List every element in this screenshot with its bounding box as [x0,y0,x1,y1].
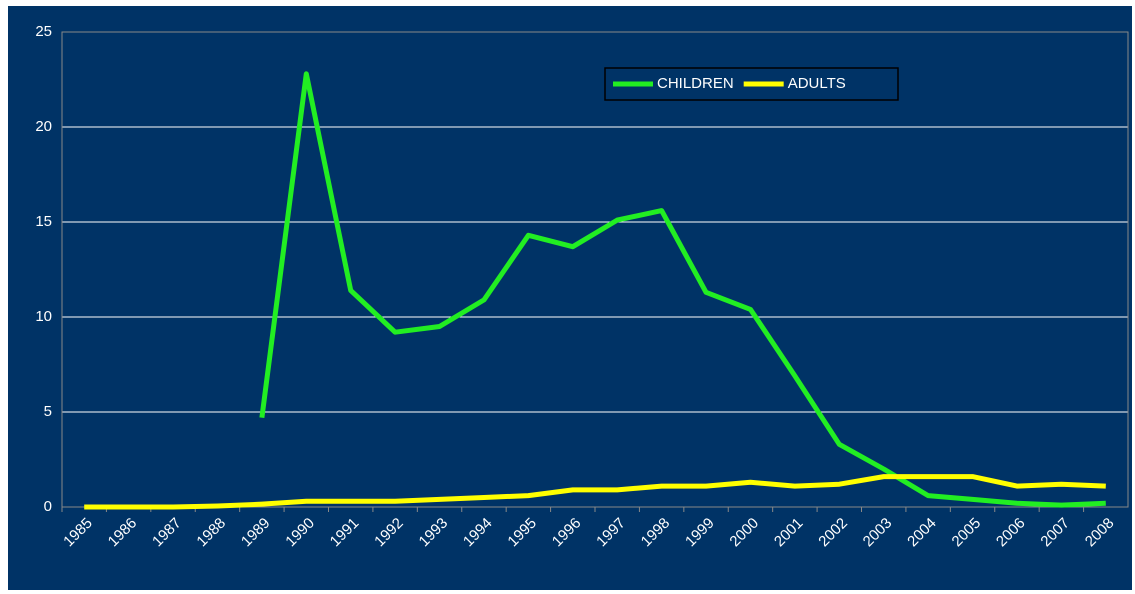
legend-label: CHILDREN [657,75,734,92]
legend-box [604,67,899,101]
y-tick-label: 25 [35,23,52,40]
y-tick-label: 15 [35,213,52,230]
legend-label: ADULTS [788,75,846,92]
y-tick-label: 20 [35,118,52,135]
line-series [84,474,1106,510]
line-series [259,71,1106,508]
y-tick-label: 0 [44,498,52,515]
y-tick-label: 5 [44,403,52,420]
y-tick-label: 10 [35,308,52,325]
chart-background [8,6,1132,590]
